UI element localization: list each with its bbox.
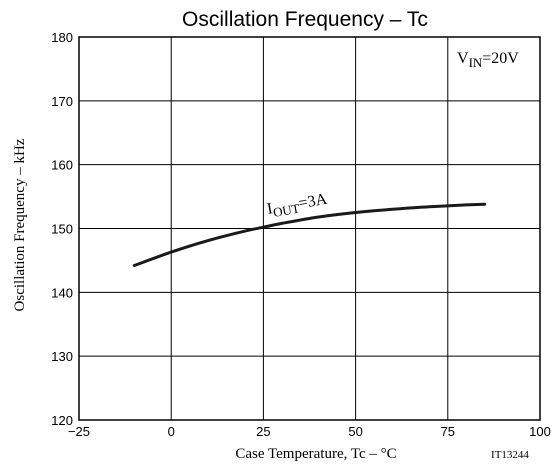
x-axis-label: Case Temperature, Tc – °C bbox=[235, 446, 396, 462]
y-tick-label: 130 bbox=[51, 349, 73, 364]
condition-rest: =20V bbox=[482, 50, 519, 67]
series-label-main: I bbox=[266, 200, 274, 218]
x-tick-label: 25 bbox=[256, 424, 270, 439]
x-tick-labels: −25 0 25 50 75 100 bbox=[68, 424, 551, 439]
y-tick-label: 180 bbox=[51, 30, 73, 45]
series-label: IOUT=3A bbox=[266, 191, 330, 221]
series-label-sub: OUT bbox=[272, 201, 301, 220]
x-tick-label: 0 bbox=[168, 424, 175, 439]
y-tick-label: 170 bbox=[51, 94, 73, 109]
y-tick-label: 120 bbox=[51, 413, 73, 428]
grid bbox=[78, 36, 541, 421]
condition-main: V bbox=[457, 50, 469, 67]
x-tick-label: 100 bbox=[529, 424, 551, 439]
chart-title: Oscillation Frequency – Tc bbox=[182, 8, 428, 31]
x-tick-label: −25 bbox=[68, 424, 90, 439]
series-label-rest: =3A bbox=[297, 191, 329, 213]
plot-frame bbox=[78, 36, 541, 421]
condition-label: VIN=20V bbox=[457, 50, 519, 70]
y-tick-label: 140 bbox=[51, 285, 73, 300]
y-tick-label: 150 bbox=[51, 222, 73, 237]
y-axis-label: Oscillation Frequency – kHz bbox=[12, 138, 28, 311]
y-tick-label: 160 bbox=[51, 158, 73, 173]
x-tick-label: 50 bbox=[348, 424, 362, 439]
series-line-iout-3a bbox=[132, 202, 487, 267]
figure-id: IT13244 bbox=[491, 449, 529, 461]
x-tick-label: 75 bbox=[441, 424, 455, 439]
y-tick-labels: 120 130 140 150 160 170 180 bbox=[51, 30, 73, 428]
condition-sub: IN bbox=[469, 55, 483, 70]
